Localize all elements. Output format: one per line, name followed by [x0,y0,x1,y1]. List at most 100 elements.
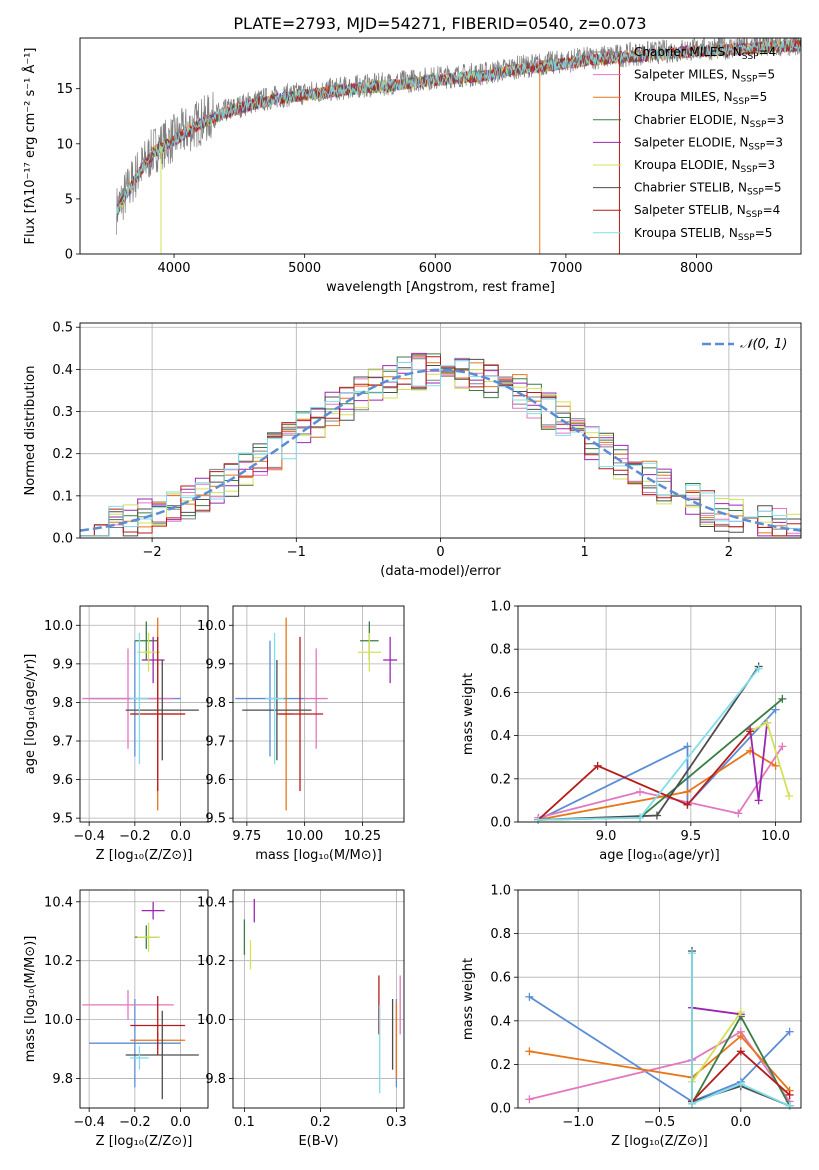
data-point [304,648,328,749]
legend-label: Kroupa ELODIE, N [634,158,741,172]
plot-frame [232,889,405,1109]
y-tick-label: 0.2 [52,447,73,462]
y-tick-label: 10.2 [197,954,226,969]
x-tick-label: 0.1 [234,1115,255,1130]
x-axis-label: Z [log₁₀(Z/Z⊙)] [96,848,193,863]
panel-age_vs_Z: −0.4 −0.2 0.0 9.5 9.6 9.7 9.8 9.9 10.0 Z [log₁₀(Z… [23,605,209,863]
y-tick-label: 10.4 [197,895,226,910]
x-tick-label: −1 [287,545,306,560]
y-tick-label: 10.0 [44,619,73,634]
x-tick-label: 9.5 [681,829,702,844]
x-tick-label: 0.0 [170,1115,191,1130]
legend-tail: =4 [763,203,781,217]
weight-line [537,730,751,821]
y-axis-label: mass weight [461,673,476,755]
y-tick-label: 1.0 [490,884,511,899]
data-point [137,922,160,952]
y-tick-label: 0.4 [490,1014,511,1029]
y-tick-label: 0 [65,248,73,263]
x-tick-label: 9.0 [596,829,617,844]
y-tick-label: 0.0 [52,532,73,547]
panel-mass_vs_EBV: 0.1 0.2 0.3 9.8 10.0 10.2 10.4 E(B-V) [197,889,407,1149]
x-tick-label: 0.0 [730,1115,751,1130]
data-point [125,660,199,761]
legend-tail: =3 [757,158,775,172]
y-tick-label: 0.1 [52,489,73,504]
data-point [276,636,324,792]
y-tick-label: 9.9 [52,657,73,672]
legend-entry: Kroupa STELIB, NSSP=5 [634,226,772,243]
y-axis-label: mass weight [461,958,476,1040]
x-tick-label: −0.2 [119,829,151,844]
legend-entry: Kroupa MILES, NSSP=5 [634,90,767,107]
panel-age_vs_mass: 9.75 10.00 10.25 9.5 9.6 9.7 9.8 9.9 10.0 mass [l… [197,605,405,863]
y-tick-label: 0.6 [490,686,511,701]
y-axis-label: Flux [fλ10⁻¹⁷ erg cm⁻² s⁻¹ Å⁻¹] [22,48,38,245]
legend-tail: =4 [759,45,777,59]
weight-line [538,745,784,819]
legend-sub: SSP [747,188,764,198]
panel-spectrum: 4000 5000 6000 7000 8000 0 5 10 15 wavelength [An… [22,37,802,295]
y-tick-label: 0.6 [490,971,511,986]
y-tick-label: 0.2 [490,772,511,787]
data-point [130,996,186,1055]
x-axis-label: Z [log₁₀(Z/Z⊙)] [611,1134,708,1149]
y-axis-label: Normed distribution [23,366,38,496]
legend-tail: =5 [755,226,773,240]
legend-sub: SSP [741,165,758,175]
x-tick-label: 0.3 [386,1115,407,1130]
spectrum-lines [116,38,801,254]
x-tick-label: 8000 [680,261,713,276]
weight-series [534,664,763,824]
data-point [265,633,284,765]
panel-residuals: −2 −1 0 1 2 0.0 0.1 0.2 0.3 0.4 0.5 (data-model)/er… [23,321,802,579]
data-point [130,636,186,792]
y-tick-label: 9.6 [205,773,226,788]
histogram-step [80,360,801,537]
y-tick-label: 10.0 [44,1013,73,1028]
y-tick-label: 9.8 [52,1072,73,1087]
y-axis-label: mass [log₁₀(M/M⊙)] [23,936,38,1063]
data-point [130,633,149,765]
data-point [242,660,312,761]
x-axis-label: (data-model)/error [380,564,501,579]
x-tick-label: −0.4 [73,1115,105,1130]
x-tick-label: −0.4 [73,829,105,844]
data-point [357,633,381,672]
y-tick-label: 1.0 [490,600,511,615]
y-tick-label: 10 [56,137,73,152]
y-tick-label: 9.5 [52,812,73,827]
plot-frame [232,605,405,823]
legend-label: Salpeter MILES, N [634,68,741,82]
legend-sub: SSP [741,75,758,85]
x-tick-label: 0 [436,545,444,560]
x-axis-label: E(B-V) [298,1134,338,1149]
legend-label: Kroupa MILES, N [634,90,733,104]
y-tick-label: 0.4 [52,363,73,378]
x-tick-label: 4000 [157,261,190,276]
weight-series [688,1008,745,1086]
legend-label: Chabrier STELIB, N [634,181,747,195]
weight-line [691,953,790,1107]
data-point [141,901,165,920]
panel-mass_vs_Z: −0.4 −0.2 0.0 9.8 10.0 10.2 10.4 Z [log₁₀(Z/Z⊙)… [23,889,209,1149]
x-axis-label: wavelength [Angstrom, rest frame] [326,280,555,295]
x-tick-label: 6000 [419,261,452,276]
x-axis-label: age [log₁₀(age/yr)] [599,848,720,863]
y-tick-label: 9.5 [205,812,226,827]
legend-entry: 𝒩(0, 1) [740,337,787,352]
x-tick-label: 5000 [288,261,321,276]
legend-sub: SSP [750,120,767,130]
legend-tail: =3 [765,135,783,149]
y-tick-label: 0.5 [52,321,73,336]
data-point [141,636,165,684]
legend-label: Salpeter STELIB, N [634,203,746,217]
y-tick-label: 10.2 [44,954,73,969]
y-tick-label: 10.0 [197,1013,226,1028]
y-tick-label: 0.2 [490,1058,511,1073]
legend-sub: SSP [746,210,763,220]
x-tick-label: 10.0 [761,829,790,844]
panel-weight_vs_Z: −1.0 −0.5 0.0 0.0 0.2 0.4 0.6 0.8 1.0 Z [log₁₀(Z/… [461,884,802,1149]
x-tick-label: 9.75 [232,829,261,844]
